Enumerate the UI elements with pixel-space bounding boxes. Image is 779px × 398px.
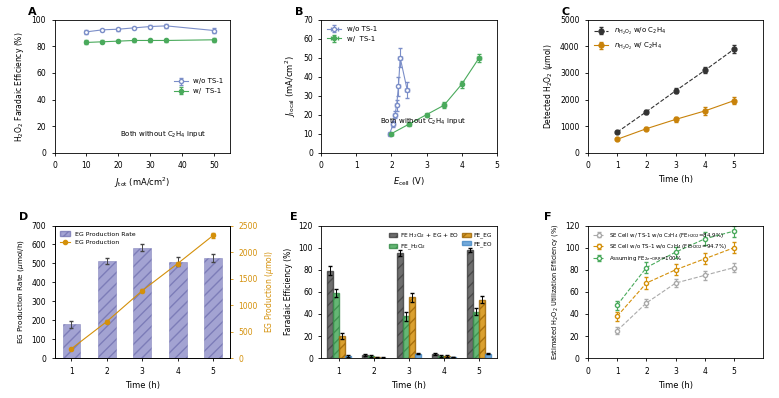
Y-axis label: Detected H$_2$O$_2$ ($\mu$mol): Detected H$_2$O$_2$ ($\mu$mol) bbox=[541, 43, 555, 129]
Bar bbox=[62, 324, 80, 358]
Bar bbox=[333, 293, 339, 358]
Bar bbox=[438, 356, 444, 358]
Text: A: A bbox=[28, 7, 37, 17]
Bar bbox=[432, 354, 438, 358]
Bar bbox=[362, 355, 368, 358]
Bar bbox=[450, 357, 456, 358]
Bar bbox=[374, 357, 380, 358]
Y-axis label: H$_2$O$_2$ Faradaic Efficiency (%): H$_2$O$_2$ Faradaic Efficiency (%) bbox=[13, 31, 26, 142]
Bar bbox=[444, 356, 450, 358]
Y-axis label: EG Production Rate ($\mu$mol/h): EG Production Rate ($\mu$mol/h) bbox=[16, 240, 26, 344]
Bar bbox=[98, 261, 115, 358]
X-axis label: Time (h): Time (h) bbox=[658, 176, 693, 184]
Bar bbox=[397, 253, 403, 358]
Text: B: B bbox=[295, 7, 303, 17]
Bar bbox=[345, 356, 351, 358]
Y-axis label: Faradaic Efficiency (%): Faradaic Efficiency (%) bbox=[284, 248, 293, 336]
Legend: SE Cell w/ TS-1 w/o C$_2$H$_4$ (FE$_{\rm{H2O2}}$=84.9%), SE Cell w/o TS-1 w/o C$: SE Cell w/ TS-1 w/o C$_2$H$_4$ (FE$_{\rm… bbox=[590, 228, 728, 265]
Bar bbox=[403, 316, 409, 358]
Bar bbox=[473, 312, 479, 358]
Legend: w/o TS-1, w/  TS-1: w/o TS-1, w/ TS-1 bbox=[171, 76, 227, 97]
X-axis label: $E_{\rm{cell}}$ (V): $E_{\rm{cell}}$ (V) bbox=[393, 176, 425, 188]
Y-axis label: $J_{\rm{local}}$ (mA/cm$^2$): $J_{\rm{local}}$ (mA/cm$^2$) bbox=[284, 55, 298, 117]
Y-axis label: Estimated H$_2$O$_2$ Utilization Efficiency (%): Estimated H$_2$O$_2$ Utilization Efficie… bbox=[549, 224, 559, 360]
Text: D: D bbox=[19, 212, 29, 222]
Y-axis label: EG Production ($\mu$mol): EG Production ($\mu$mol) bbox=[263, 250, 277, 333]
Text: Both without C$_2$H$_4$ input: Both without C$_2$H$_4$ input bbox=[120, 130, 206, 140]
Legend: EG Production Rate, EG Production: EG Production Rate, EG Production bbox=[58, 229, 138, 248]
X-axis label: Time (h): Time (h) bbox=[125, 381, 160, 390]
X-axis label: Time (h): Time (h) bbox=[392, 381, 426, 390]
Bar bbox=[479, 300, 485, 358]
Bar bbox=[169, 261, 187, 358]
Bar bbox=[467, 250, 473, 358]
Bar bbox=[368, 356, 374, 358]
Text: Both without C$_2$H$_4$ input: Both without C$_2$H$_4$ input bbox=[380, 116, 466, 127]
Bar bbox=[204, 258, 222, 358]
Bar bbox=[415, 354, 421, 358]
Legend: w/o TS-1, w/  TS-1: w/o TS-1, w/ TS-1 bbox=[325, 23, 380, 45]
Bar bbox=[485, 354, 491, 358]
Bar bbox=[409, 297, 415, 358]
X-axis label: Time (h): Time (h) bbox=[658, 381, 693, 390]
Legend: $n_{\rm{H_2O_2}}$ w/o C$_2$H$_4$, $n_{\rm{H_2O_2}}$ w/ C$_2$H$_4$: $n_{\rm{H_2O_2}}$ w/o C$_2$H$_4$, $n_{\r… bbox=[591, 23, 668, 55]
Text: E: E bbox=[290, 212, 298, 222]
Legend: FE H$_2$O$_2$ + EG + EO, FE_H$_2$O$_2$, FE_EG, FE_EO: FE H$_2$O$_2$ + EG + EO, FE_H$_2$O$_2$, … bbox=[386, 228, 494, 254]
X-axis label: $\it{J}_{\rm{tot}}$ (mA/cm$^2$): $\it{J}_{\rm{tot}}$ (mA/cm$^2$) bbox=[114, 176, 171, 190]
Bar bbox=[133, 248, 151, 358]
Bar bbox=[339, 336, 345, 358]
Text: C: C bbox=[562, 7, 569, 17]
Bar bbox=[327, 271, 333, 358]
Text: F: F bbox=[544, 212, 552, 222]
